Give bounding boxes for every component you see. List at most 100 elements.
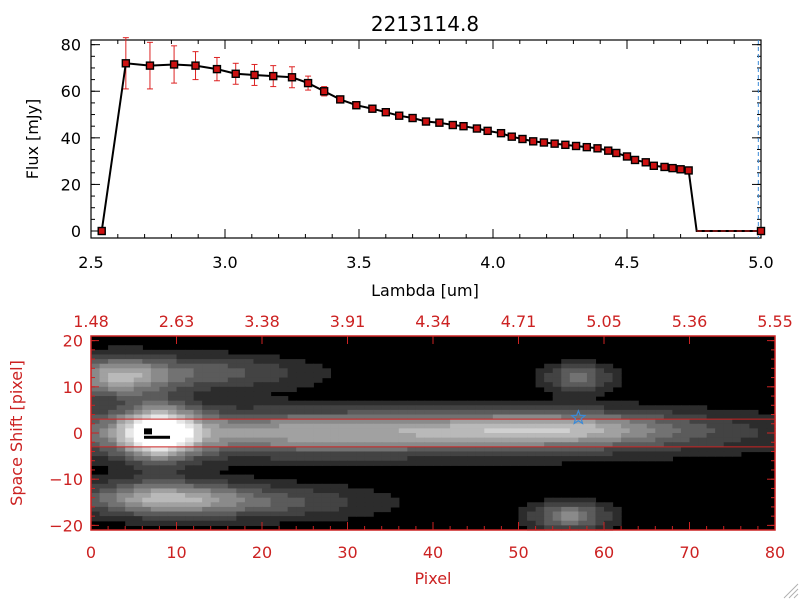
image-cell xyxy=(535,414,545,420)
image-cell xyxy=(604,386,614,393)
image-cell xyxy=(544,409,554,416)
image-cell xyxy=(202,414,212,420)
image-cell xyxy=(321,460,331,466)
image-cell xyxy=(227,506,237,513)
image-cell xyxy=(484,456,494,462)
image-cell xyxy=(569,409,579,416)
image-cell xyxy=(612,433,622,439)
image-cell xyxy=(176,396,186,402)
image-cell xyxy=(176,460,186,466)
image-cell xyxy=(569,520,579,526)
image-cell xyxy=(210,423,220,429)
image-cell xyxy=(415,446,426,453)
image-cell xyxy=(296,368,306,374)
image-cell xyxy=(330,460,340,466)
image-cell xyxy=(467,460,477,466)
image-cell xyxy=(689,405,699,411)
image-cell xyxy=(373,451,383,457)
image-cell xyxy=(629,437,639,443)
image-cell xyxy=(338,400,349,406)
image-cell xyxy=(766,414,776,420)
image-cell xyxy=(253,423,263,429)
image-cell xyxy=(381,437,391,443)
image-cell xyxy=(270,428,280,434)
resize-grip-icon[interactable] xyxy=(783,583,799,599)
image-cell xyxy=(150,414,160,420)
image-cell xyxy=(492,451,502,457)
image-cell xyxy=(125,391,135,397)
image-cell xyxy=(202,511,212,517)
image-cell xyxy=(698,437,708,443)
image-cell xyxy=(561,525,571,531)
image-cell xyxy=(655,409,665,416)
image-cell xyxy=(236,460,246,466)
image-cell xyxy=(91,354,101,360)
image-cell xyxy=(407,437,417,443)
image-cell xyxy=(167,456,178,462)
image-cell xyxy=(458,405,468,411)
image-cell xyxy=(91,428,101,434)
image-cell xyxy=(253,377,263,383)
image-cell xyxy=(210,428,220,434)
image-cell xyxy=(244,442,255,448)
image-cell xyxy=(244,377,255,383)
image-cell xyxy=(569,502,579,508)
image-cell xyxy=(210,391,220,397)
image-cell xyxy=(150,433,160,439)
image-cell xyxy=(672,419,682,425)
image-cell xyxy=(219,359,229,365)
image-cell xyxy=(219,437,229,443)
image-cell xyxy=(159,446,169,453)
image-cell xyxy=(723,428,733,434)
image-cell xyxy=(159,479,169,485)
image-cell xyxy=(125,359,135,365)
image-cell xyxy=(125,511,135,517)
image-cell xyxy=(527,437,537,443)
image-cell xyxy=(398,419,408,425)
image-cell xyxy=(552,405,562,411)
image-cell xyxy=(338,419,349,425)
image-cell xyxy=(270,446,280,453)
image-cell xyxy=(492,409,502,416)
y-tick-label: 40 xyxy=(61,129,81,148)
image-cell xyxy=(253,437,263,443)
image-cell xyxy=(338,456,349,462)
image-cell xyxy=(236,497,246,503)
image-cell xyxy=(492,414,502,420)
image-cell xyxy=(501,409,511,416)
image-cell xyxy=(604,511,614,517)
image-cell xyxy=(159,516,169,522)
image-cell xyxy=(578,419,588,425)
image-cell xyxy=(167,502,178,508)
image-cell xyxy=(304,511,314,517)
image-cell xyxy=(612,409,622,416)
image-cell xyxy=(475,460,485,466)
image-cell xyxy=(535,372,545,379)
image-cell xyxy=(757,414,768,420)
image-cell xyxy=(638,442,648,448)
image-cell xyxy=(578,506,588,513)
image-cell xyxy=(91,460,101,466)
image-cell xyxy=(552,506,562,513)
image-cell xyxy=(561,405,571,411)
image-cell xyxy=(304,428,314,434)
image-cell xyxy=(492,446,502,453)
image-cell xyxy=(210,469,220,476)
image-cell xyxy=(159,396,169,402)
image-cell xyxy=(99,497,109,503)
image-cell xyxy=(604,502,614,508)
image-cell xyxy=(364,414,374,420)
image-cell xyxy=(210,386,220,393)
image-cell xyxy=(398,428,408,434)
image-cell xyxy=(227,493,237,499)
image-cell xyxy=(450,428,460,434)
image-cell xyxy=(219,456,229,462)
image-cell xyxy=(518,423,528,429)
image-cell xyxy=(287,368,297,374)
image-cell xyxy=(116,423,126,429)
image-cell xyxy=(313,493,323,499)
image-cell xyxy=(356,488,366,494)
image-cell xyxy=(458,460,468,466)
image-cell xyxy=(732,409,742,416)
image-cell xyxy=(749,428,759,434)
